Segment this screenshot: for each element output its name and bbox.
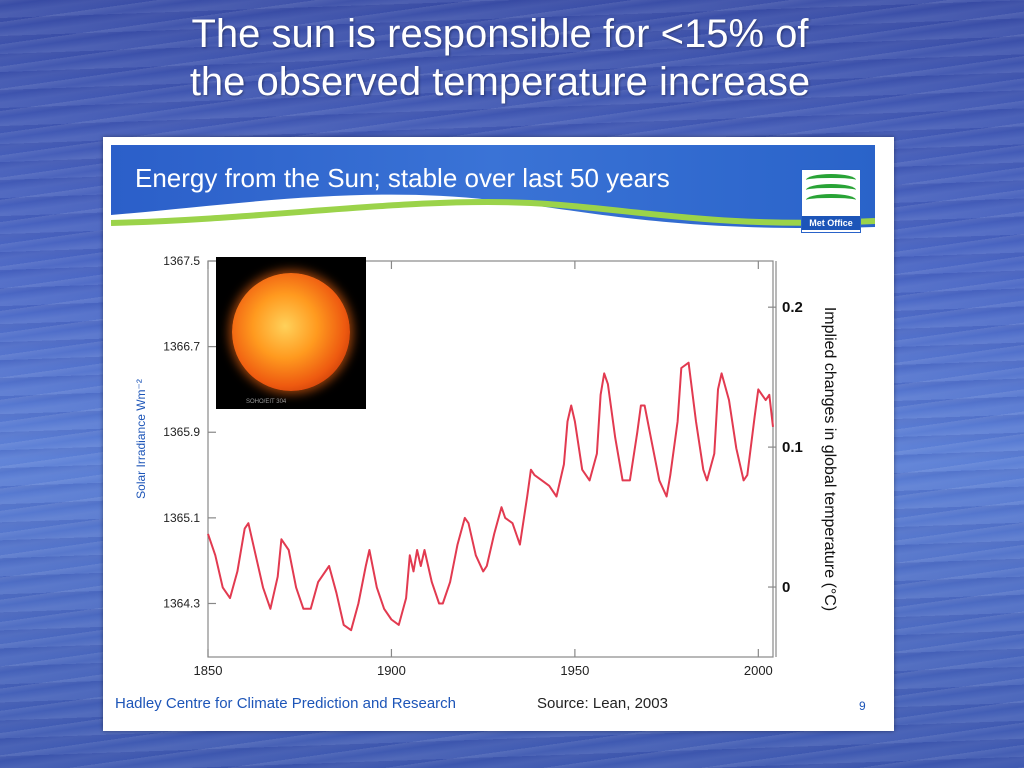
- met-office-logo: Met Office: [801, 169, 861, 233]
- x-tick-label: 1850: [194, 663, 223, 678]
- panel-banner: Energy from the Sun; stable over last 50…: [111, 145, 875, 255]
- page-number: 9: [859, 699, 866, 713]
- footer-organization: Hadley Centre for Climate Prediction and…: [115, 695, 456, 712]
- irradiance-series-line: [207, 361, 774, 632]
- slide-title-line2: the observed temperature increase: [189, 60, 811, 104]
- sun-photo: SOHO/EIT 304: [216, 257, 366, 409]
- photo-credit: SOHO/EIT 304: [246, 399, 287, 405]
- y2-tick-label: 0.1: [782, 439, 803, 456]
- y-tick-label: 1366.7: [163, 340, 200, 354]
- y2-tick-label: 0.2: [782, 299, 803, 316]
- y-tick-label: 1364.3: [163, 596, 200, 610]
- y-axis-label: Solar Irradiance Wm⁻²: [134, 379, 148, 499]
- y2-tick-label: 0: [782, 579, 790, 596]
- sun-disc: [232, 273, 350, 391]
- x-tick-label: 1950: [560, 663, 589, 678]
- plot-frame: [207, 260, 774, 658]
- y-tick-label: 1365.1: [163, 511, 200, 525]
- solar-irradiance-chart: 1850 1900 1950 2000 1367.5 1366.7 1365.9 1365.1…: [134, 254, 838, 678]
- y2-axis-label: Implied changes in global temperature (°…: [821, 307, 838, 611]
- footer-source: Source: Lean, 2003: [537, 695, 668, 712]
- banner-title: Energy from the Sun; stable over last 50…: [135, 163, 670, 193]
- banner-wave: [111, 194, 875, 255]
- chart-panel: Energy from the Sun; stable over last 50…: [103, 137, 894, 731]
- x-tick-label: 2000: [744, 663, 773, 678]
- slide-title: The sun is responsible for <15% of the o…: [120, 10, 880, 106]
- y-tick-label: 1365.9: [163, 425, 200, 439]
- x-tick-label: 1900: [377, 663, 406, 678]
- slide-title-line1: The sun is responsible for <15% of: [191, 12, 809, 56]
- y-tick-label: 1367.5: [163, 254, 200, 268]
- met-office-logo-text: Met Office: [802, 216, 860, 230]
